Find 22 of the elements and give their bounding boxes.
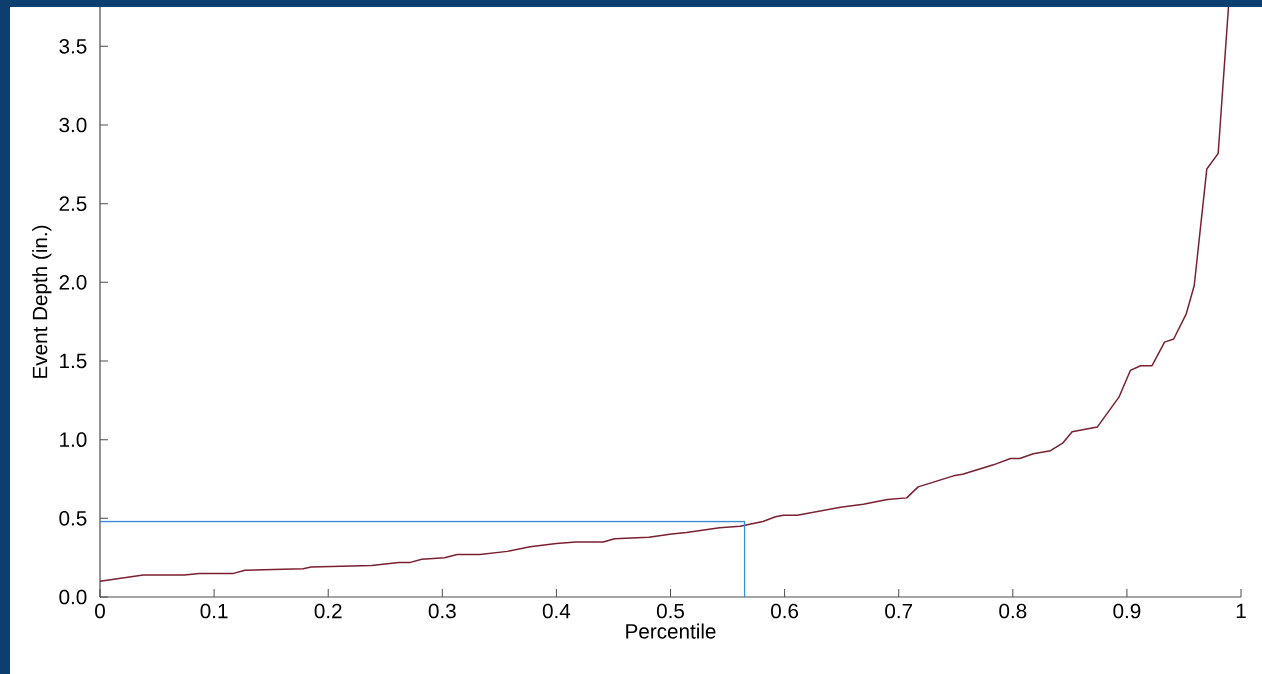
x-tick-label: 0.1	[200, 603, 228, 619]
y-tick-label: 0.0	[59, 589, 87, 605]
y-tick-label: 0.5	[59, 511, 87, 526]
x-tick-label: 0.2	[314, 603, 342, 619]
y-tick-label: 2.0	[59, 275, 87, 290]
x-tick-label: 0.7	[885, 603, 913, 619]
x-axis-title: Percentile	[626, 623, 716, 639]
x-tick-label: 1	[1236, 603, 1246, 618]
y-tick-label: 3.5	[59, 39, 87, 54]
x-tick-label: 0.4	[542, 603, 571, 619]
y-tick-label: 3.0	[59, 117, 87, 133]
line-series	[100, 6, 1230, 583]
x-tick-label: 0	[95, 603, 105, 619]
y-tick-label: 1.5	[60, 353, 87, 369]
x-tick-label: 0.3	[428, 603, 456, 619]
y-axis-title: Event Depth (in.)	[32, 225, 52, 378]
y-tick-label: 2.5	[59, 196, 87, 211]
y-tick-label: 1.0	[60, 432, 87, 447]
x-tick-label: 0.8	[999, 603, 1027, 619]
x-tick-label: 0.9	[1113, 603, 1141, 619]
x-tick-label: 0.5	[656, 603, 684, 619]
x-tick-label: 0.6	[771, 603, 799, 619]
